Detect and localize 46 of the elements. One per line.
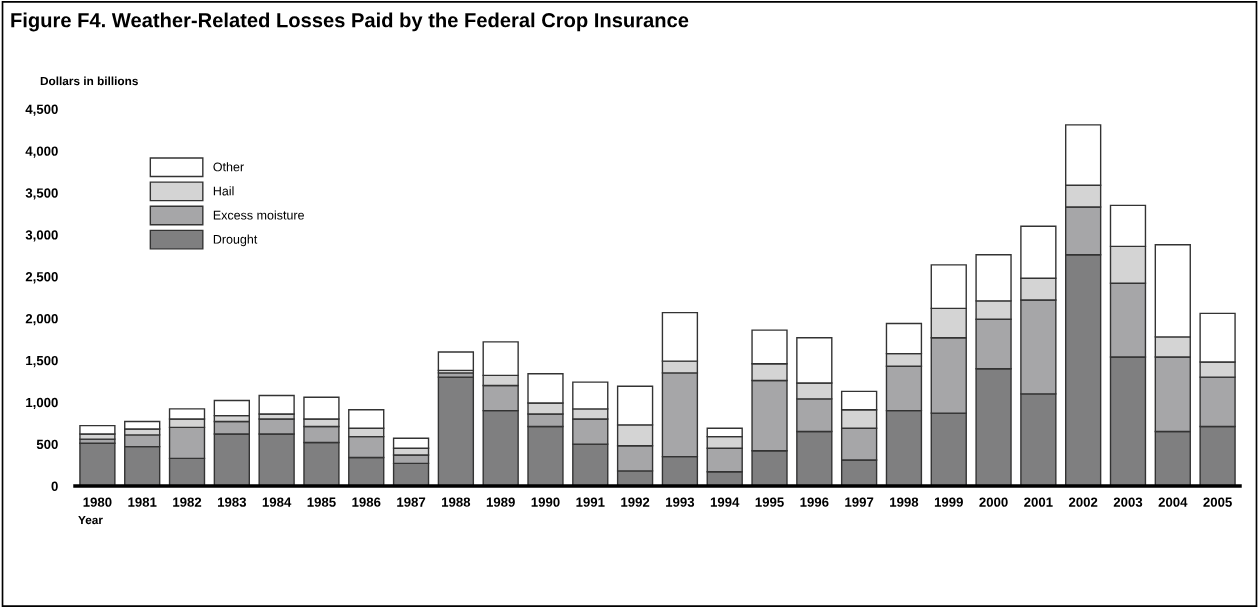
x-tick-label: 1994 — [710, 497, 740, 507]
y-tick-label: 500 — [36, 439, 58, 450]
x-tick-label: 1997 — [845, 497, 874, 507]
y-axis-title: Dollars in billions — [40, 76, 138, 86]
bar — [79, 442, 116, 486]
y-tick-label: 1,000 — [26, 397, 58, 410]
legend-label: Other — [213, 162, 244, 172]
bar — [437, 351, 475, 372]
legend-label: Drought — [213, 234, 258, 247]
y-tick-label: 3,000 — [25, 230, 58, 242]
x-tick-label: 2001 — [1024, 497, 1053, 507]
x-tick-label: 1999 — [934, 497, 963, 507]
x-tick-label: 2004 — [1158, 497, 1188, 507]
chart-title: Figure F4. Weather-Related Losses Paid by the Federal Crop Insurance — [11, 12, 689, 32]
x-tick-label: 1995 — [755, 497, 784, 507]
y-tick-label: 3,500 — [25, 188, 58, 200]
x-tick-label: 1989 — [486, 497, 515, 507]
y-tick-label: 4,500 — [25, 104, 58, 116]
x-tick-label: 1988 — [442, 497, 471, 507]
y-tick-label: 2,500 — [25, 272, 58, 284]
y-tick-label: 1,500 — [26, 355, 58, 368]
x-tick-label: 1984 — [262, 497, 292, 507]
x-tick-label: 2005 — [1203, 497, 1232, 507]
y-tick-label: 0 — [51, 481, 58, 491]
x-tick-label: 1991 — [576, 497, 605, 507]
x-tick-label: 1998 — [890, 497, 919, 507]
x-tick-label: 2002 — [1068, 497, 1098, 507]
x-tick-label: 2003 — [1113, 497, 1143, 507]
legend-label: Hail — [213, 186, 234, 196]
x-axis-title: Year — [78, 515, 103, 525]
x-tick-label: 1996 — [800, 497, 829, 507]
x-tick-label: 1985 — [307, 497, 336, 507]
x-tick-label: 1986 — [352, 497, 381, 507]
x-tick-label: 1990 — [531, 497, 560, 507]
x-tick-label: 2000 — [979, 497, 1008, 507]
x-tick-label: 1980 — [83, 497, 112, 507]
y-tick-label: 4,000 — [25, 146, 58, 158]
x-tick-label: 1981 — [128, 497, 157, 507]
y-tick-label: 2,000 — [25, 314, 58, 326]
x-tick-label: 1992 — [621, 497, 650, 507]
x-tick-label: 1993 — [666, 497, 695, 507]
bar — [437, 376, 475, 486]
legend-label: Excess moisture — [213, 210, 304, 220]
x-tick-label: 1987 — [397, 497, 426, 507]
x-tick-label: 1983 — [217, 497, 247, 507]
x-tick-label: 1982 — [173, 497, 202, 507]
